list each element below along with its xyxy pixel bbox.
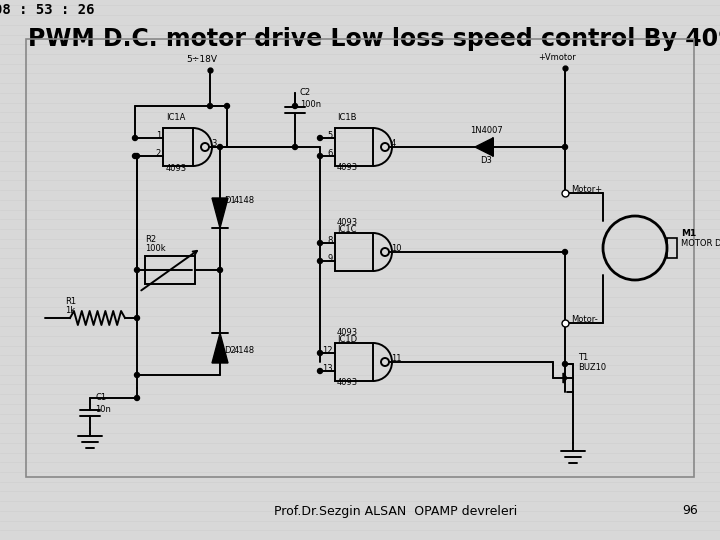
Circle shape [318, 259, 323, 264]
Circle shape [292, 145, 297, 150]
Text: T1: T1 [578, 353, 588, 362]
Text: 4093: 4093 [337, 328, 358, 337]
Text: R1: R1 [65, 297, 76, 306]
Circle shape [217, 267, 222, 273]
Text: 100n: 100n [300, 100, 321, 109]
Text: 4093: 4093 [337, 163, 358, 172]
Circle shape [318, 153, 323, 159]
Text: 13: 13 [323, 364, 333, 373]
Circle shape [132, 153, 138, 159]
Circle shape [318, 350, 323, 355]
Polygon shape [475, 138, 493, 156]
Text: D2: D2 [224, 346, 235, 355]
Bar [145, 256, 195, 284]
Text: D1: D1 [224, 196, 235, 205]
Circle shape [135, 267, 140, 273]
Circle shape [135, 373, 140, 377]
Text: IC1A: IC1A [166, 113, 185, 122]
Text: 100k: 100k [145, 244, 166, 253]
Text: 5÷18V: 5÷18V [186, 55, 217, 64]
Text: 1N4007: 1N4007 [470, 126, 503, 135]
Circle shape [562, 361, 567, 367]
Text: Motor+: Motor+ [571, 185, 602, 194]
Text: 4148: 4148 [234, 346, 255, 355]
Text: R2: R2 [145, 235, 156, 244]
Text: 4148: 4148 [234, 196, 255, 205]
Circle shape [225, 104, 230, 109]
Text: 1: 1 [156, 131, 161, 140]
Text: PWM D.C. motor drive Low loss speed control By 4093: PWM D.C. motor drive Low loss speed cont… [28, 27, 720, 51]
Text: 12: 12 [323, 346, 333, 355]
Text: +Vmotor: +Vmotor [538, 53, 576, 62]
Circle shape [135, 315, 140, 321]
Circle shape [217, 145, 222, 150]
Text: 5: 5 [328, 131, 333, 140]
Text: 11: 11 [391, 354, 402, 363]
Circle shape [207, 104, 212, 109]
Bar [335, 128, 373, 166]
Text: C2: C2 [300, 88, 311, 97]
Text: 4093: 4093 [166, 164, 187, 173]
Circle shape [292, 104, 297, 109]
Text: Motor-: Motor- [571, 315, 598, 324]
Polygon shape [212, 198, 228, 228]
Text: 08 : 53 : 26: 08 : 53 : 26 [0, 3, 94, 17]
Text: M1: M1 [681, 229, 696, 238]
Text: 1k: 1k [65, 306, 75, 315]
Text: IC1C: IC1C [337, 225, 356, 234]
Text: 3: 3 [211, 139, 217, 148]
FancyArrowPatch shape [141, 251, 197, 291]
Circle shape [562, 145, 567, 150]
Text: 96: 96 [683, 504, 698, 517]
Bar [335, 343, 373, 381]
Bar [335, 233, 373, 271]
Circle shape [135, 153, 140, 159]
Text: 10n: 10n [95, 405, 111, 414]
Bar [667, 238, 677, 258]
Circle shape [135, 395, 140, 401]
Text: 6: 6 [328, 149, 333, 158]
Text: 4093: 4093 [337, 218, 358, 227]
Text: IC1D: IC1D [337, 335, 357, 344]
Bar [163, 128, 193, 166]
Text: 2: 2 [156, 149, 161, 158]
Circle shape [318, 240, 323, 246]
Text: 9: 9 [328, 254, 333, 263]
Text: 4: 4 [391, 139, 396, 148]
Text: MOTOR DC: MOTOR DC [681, 239, 720, 248]
Text: 10: 10 [391, 244, 402, 253]
Polygon shape [563, 373, 567, 383]
Polygon shape [212, 333, 228, 363]
Circle shape [318, 136, 323, 140]
Circle shape [318, 368, 323, 374]
Text: 8: 8 [328, 236, 333, 245]
Circle shape [562, 249, 567, 254]
Text: Prof.Dr.Sezgin ALSAN  OPAMP devreleri: Prof.Dr.Sezgin ALSAN OPAMP devreleri [274, 504, 518, 517]
Text: C1: C1 [95, 393, 106, 402]
Text: 4093: 4093 [337, 378, 358, 387]
Circle shape [132, 136, 138, 140]
Text: IC1B: IC1B [337, 113, 356, 122]
Text: BUZ10: BUZ10 [578, 363, 606, 372]
Text: D3: D3 [480, 156, 492, 165]
